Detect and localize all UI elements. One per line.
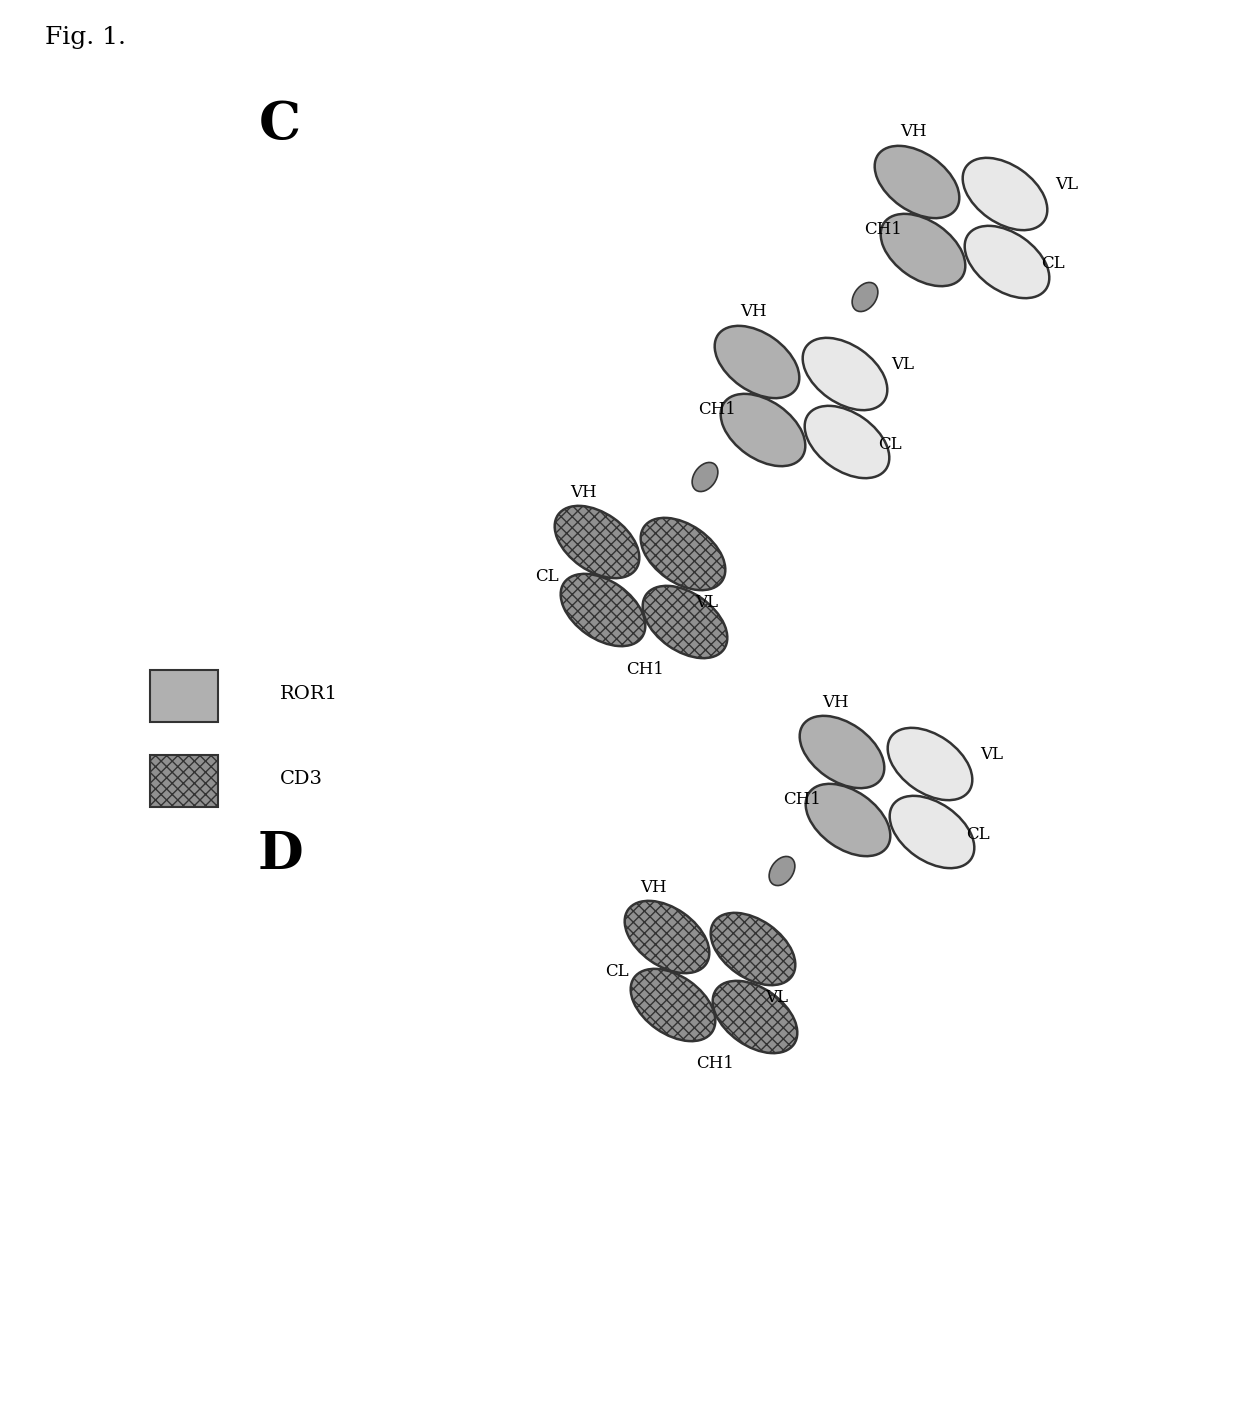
Text: VH: VH xyxy=(740,303,766,320)
Ellipse shape xyxy=(888,728,972,800)
Ellipse shape xyxy=(641,519,725,590)
Ellipse shape xyxy=(806,783,890,857)
Ellipse shape xyxy=(769,857,795,885)
Text: CH1: CH1 xyxy=(698,400,735,417)
Text: VL: VL xyxy=(765,989,789,1006)
Text: VL: VL xyxy=(1055,176,1079,193)
FancyBboxPatch shape xyxy=(150,755,218,807)
Ellipse shape xyxy=(805,406,889,478)
Text: ROR1: ROR1 xyxy=(280,685,339,703)
Ellipse shape xyxy=(965,225,1049,299)
Text: Fig. 1.: Fig. 1. xyxy=(45,25,126,48)
Ellipse shape xyxy=(714,325,800,399)
Text: CL: CL xyxy=(878,435,901,452)
Ellipse shape xyxy=(642,586,728,658)
Ellipse shape xyxy=(889,796,975,868)
Ellipse shape xyxy=(692,462,718,492)
Ellipse shape xyxy=(711,913,795,985)
Text: VL: VL xyxy=(981,745,1003,762)
Text: CD3: CD3 xyxy=(280,769,322,788)
Ellipse shape xyxy=(560,573,645,647)
Ellipse shape xyxy=(802,338,888,410)
Text: CL: CL xyxy=(536,568,559,585)
Text: CH1: CH1 xyxy=(696,1055,734,1072)
Text: VH: VH xyxy=(569,483,596,500)
Text: D: D xyxy=(257,828,303,879)
Ellipse shape xyxy=(631,969,715,1041)
Ellipse shape xyxy=(800,716,884,788)
Text: CL: CL xyxy=(605,962,629,979)
Ellipse shape xyxy=(880,214,965,286)
Text: CH1: CH1 xyxy=(626,661,663,678)
Ellipse shape xyxy=(713,981,797,1053)
Ellipse shape xyxy=(962,158,1048,230)
Ellipse shape xyxy=(625,900,709,974)
Text: CH1: CH1 xyxy=(784,790,821,807)
Ellipse shape xyxy=(852,282,878,311)
Ellipse shape xyxy=(720,395,805,466)
Text: VL: VL xyxy=(696,593,718,610)
FancyBboxPatch shape xyxy=(150,671,218,721)
Text: CH1: CH1 xyxy=(864,220,901,238)
Text: VH: VH xyxy=(900,124,926,141)
Text: VH: VH xyxy=(640,878,666,896)
Ellipse shape xyxy=(554,506,640,578)
Text: C: C xyxy=(259,99,301,149)
Text: VL: VL xyxy=(892,355,914,372)
Text: VH: VH xyxy=(822,693,848,710)
Ellipse shape xyxy=(874,147,960,218)
Text: CL: CL xyxy=(1042,255,1065,272)
Text: CL: CL xyxy=(966,826,990,843)
